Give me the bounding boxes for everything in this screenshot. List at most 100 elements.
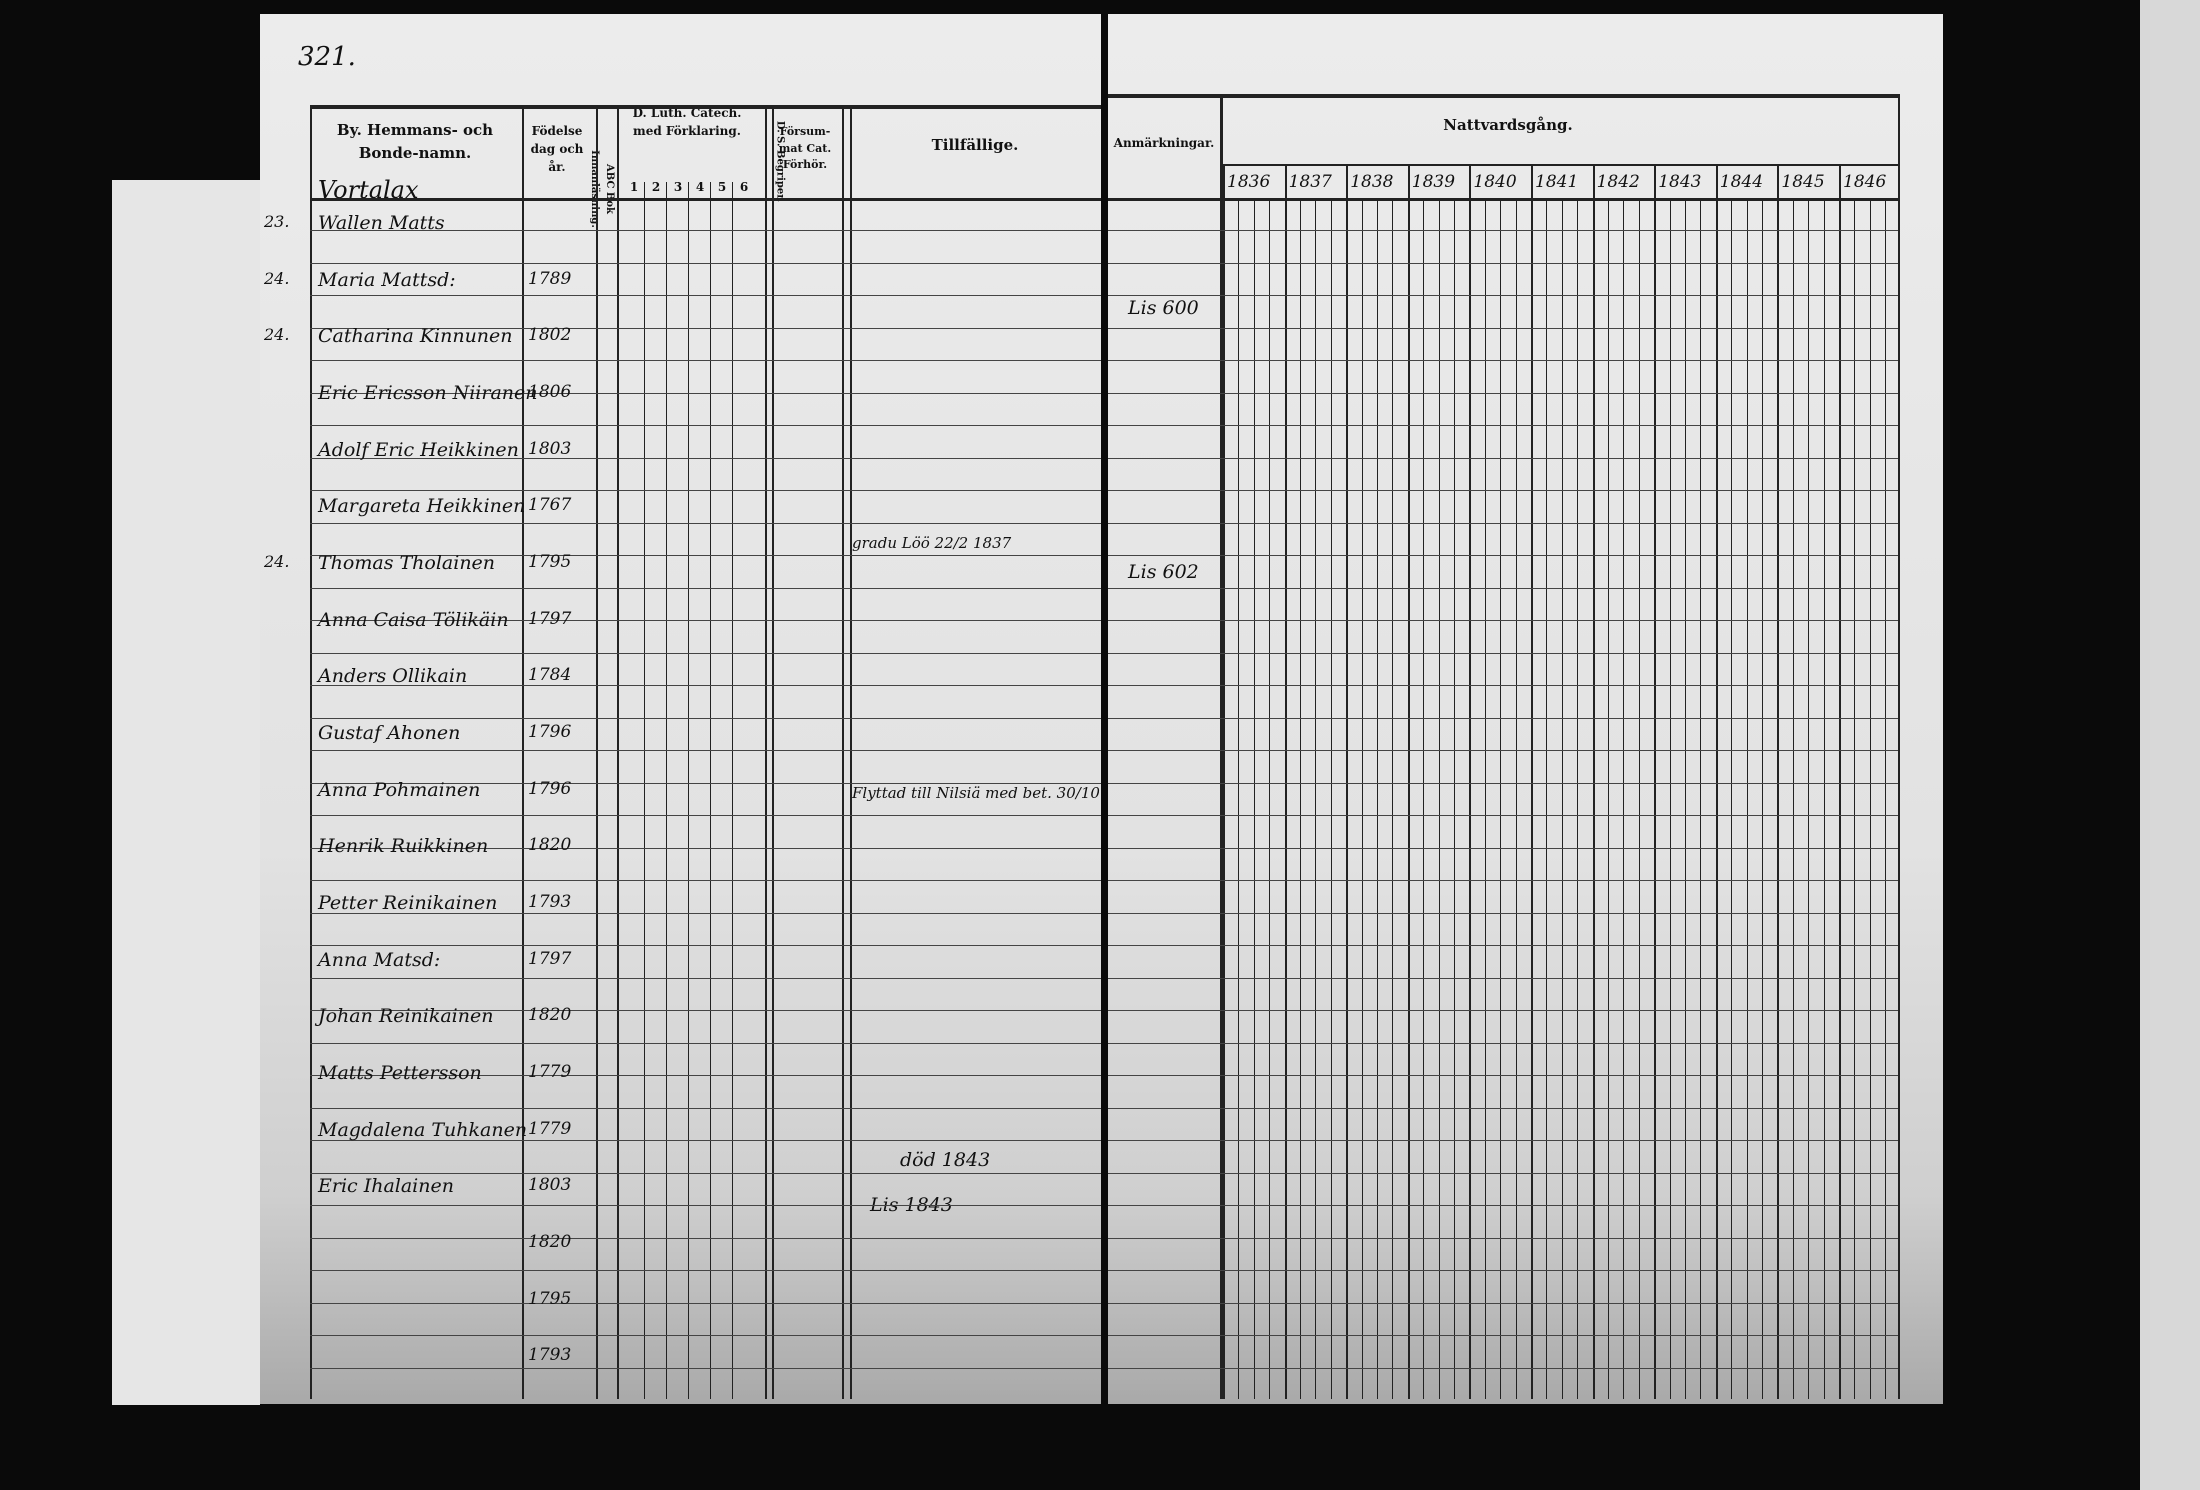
row-line xyxy=(1108,652,1898,654)
row-line xyxy=(1108,230,1898,231)
column-line xyxy=(1898,94,1900,1399)
column-line xyxy=(1869,198,1871,1399)
row-line xyxy=(1108,1140,1898,1141)
catech-col-label: 1 xyxy=(629,180,639,194)
column-line xyxy=(850,105,852,1399)
header-birth: Födelse dag och år. xyxy=(530,124,584,174)
column-line xyxy=(617,105,619,1399)
row-line xyxy=(310,1237,1101,1239)
row-line xyxy=(310,1205,1101,1206)
person-name: Wallen Matts xyxy=(318,212,445,234)
header-remarks: Anmärkningar. xyxy=(1113,136,1215,150)
column-line xyxy=(310,105,312,1399)
row-line xyxy=(1108,1270,1898,1271)
year-label: 1836 xyxy=(1227,172,1271,192)
column-line xyxy=(1731,198,1733,1399)
left-page: 321. By. Hemmans- och Bonde-namn. Födels… xyxy=(260,14,1101,1404)
person-name: Henrik Ruikkinen xyxy=(318,835,489,858)
birth-year: 1803 xyxy=(528,1175,572,1196)
row-line xyxy=(1108,392,1898,394)
birth-year: 1795 xyxy=(528,552,572,572)
row-number: 24. xyxy=(264,268,290,288)
catech-col-label: 5 xyxy=(717,180,727,194)
row-line xyxy=(1108,717,1898,719)
column-line xyxy=(732,182,733,1399)
birth-year: 1797 xyxy=(528,608,572,629)
rule-line xyxy=(1108,94,1898,98)
column-line xyxy=(1700,198,1702,1399)
row-line xyxy=(310,1335,1101,1336)
row-number: 23. xyxy=(264,212,290,231)
column-line xyxy=(1777,164,1780,1399)
row-line xyxy=(310,295,1101,296)
year-label: 1846 xyxy=(1843,172,1887,192)
person-name: Catharina Kinnunen xyxy=(318,325,513,348)
row-line xyxy=(310,490,1101,491)
row-line xyxy=(310,555,1101,556)
column-line xyxy=(1669,198,1671,1399)
row-line xyxy=(1108,360,1898,361)
column-line xyxy=(1469,164,1472,1399)
row-line xyxy=(1108,1107,1898,1109)
year-label: 1843 xyxy=(1658,172,1702,192)
year-label: 1839 xyxy=(1411,172,1456,192)
header-catech: D. Luth. Catech. med Förklaring. xyxy=(632,106,742,138)
column-line xyxy=(688,182,689,1399)
column-line xyxy=(1608,198,1609,1399)
right-page: Anmärkningar. Nattvardsgång. Lis 600 Lis… xyxy=(1108,14,1943,1404)
row-line xyxy=(1108,750,1898,751)
row-line xyxy=(1108,782,1898,784)
rule-line xyxy=(310,105,1101,109)
column-line xyxy=(772,105,774,1399)
year-label: 1841 xyxy=(1535,172,1579,192)
column-line xyxy=(1823,198,1825,1399)
column-line xyxy=(1300,198,1301,1399)
row-line xyxy=(1108,620,1898,621)
row-line xyxy=(1108,847,1898,849)
row-line xyxy=(310,1140,1101,1141)
column-line xyxy=(1500,198,1502,1399)
person-name: Anna Caisa Tölikäin xyxy=(318,608,509,631)
column-line xyxy=(522,105,524,1399)
column-line xyxy=(666,182,667,1399)
column-line xyxy=(1638,198,1640,1399)
row-line xyxy=(310,360,1101,361)
column-line xyxy=(1577,198,1579,1399)
row-line xyxy=(1108,945,1898,946)
person-name: Eric Ihalainen xyxy=(318,1175,454,1198)
person-name: Adolf Eric Heikkinen xyxy=(318,438,519,461)
column-line xyxy=(1484,198,1486,1399)
year-label: 1842 xyxy=(1596,172,1640,192)
row-line xyxy=(310,717,1101,719)
birth-year: 1820 xyxy=(528,1232,572,1252)
birth-year: 1793 xyxy=(528,892,572,912)
row-line xyxy=(1108,587,1898,589)
column-line xyxy=(1361,198,1363,1399)
column-line xyxy=(1315,198,1317,1399)
row-number: 24. xyxy=(264,552,290,571)
birth-year: 1803 xyxy=(528,438,572,459)
birth-year: 1784 xyxy=(528,665,572,686)
person-name: Matts Pettersson xyxy=(318,1062,482,1084)
birth-year: 1796 xyxy=(528,722,572,742)
row-line xyxy=(310,587,1101,589)
header-name: By. Hemmans- och Bonde-namn. xyxy=(336,121,494,162)
column-line xyxy=(1407,164,1410,1399)
row-line xyxy=(1108,490,1898,491)
birth-year: 1796 xyxy=(528,778,572,799)
row-line xyxy=(1108,1335,1898,1336)
row-line xyxy=(310,1172,1101,1174)
note: död 1843 xyxy=(900,1149,991,1171)
rule-line xyxy=(1108,198,1898,201)
row-line xyxy=(310,1270,1101,1271)
column-line xyxy=(1885,198,1887,1399)
row-line xyxy=(310,392,1101,394)
header-abc: ABC Bok Innanläsning. xyxy=(589,150,615,228)
column-line xyxy=(1808,198,1810,1399)
column-line xyxy=(1715,164,1718,1399)
year-label: 1837 xyxy=(1288,172,1332,192)
row-line xyxy=(310,912,1101,914)
row-line xyxy=(310,977,1101,979)
column-line xyxy=(1438,198,1440,1399)
column-line xyxy=(1238,198,1240,1399)
